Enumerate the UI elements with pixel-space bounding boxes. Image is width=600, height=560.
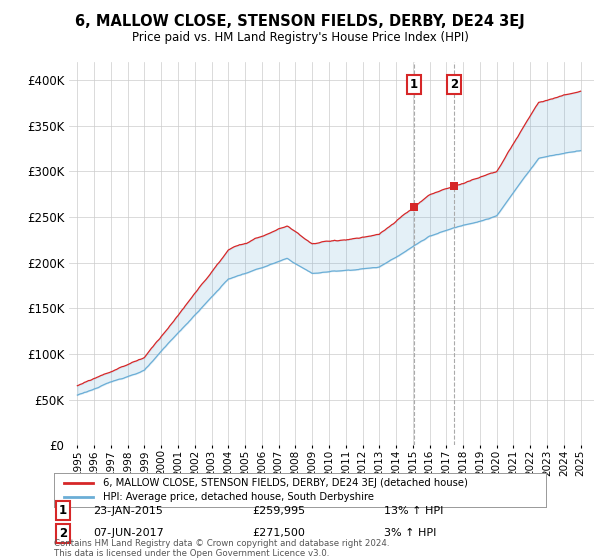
Text: 23-JAN-2015: 23-JAN-2015 (93, 506, 163, 516)
Text: 1: 1 (59, 504, 67, 517)
Text: 1: 1 (410, 78, 418, 91)
Text: HPI: Average price, detached house, South Derbyshire: HPI: Average price, detached house, Sout… (103, 492, 374, 502)
Text: Contains HM Land Registry data © Crown copyright and database right 2024.
This d: Contains HM Land Registry data © Crown c… (54, 539, 389, 558)
Text: 07-JUN-2017: 07-JUN-2017 (93, 528, 164, 538)
Text: 2: 2 (59, 526, 67, 540)
Text: 2: 2 (450, 78, 458, 91)
Text: 13% ↑ HPI: 13% ↑ HPI (384, 506, 443, 516)
Text: £259,995: £259,995 (252, 506, 305, 516)
Text: 6, MALLOW CLOSE, STENSON FIELDS, DERBY, DE24 3EJ (detached house): 6, MALLOW CLOSE, STENSON FIELDS, DERBY, … (103, 478, 468, 488)
Text: 6, MALLOW CLOSE, STENSON FIELDS, DERBY, DE24 3EJ: 6, MALLOW CLOSE, STENSON FIELDS, DERBY, … (75, 14, 525, 29)
Text: £271,500: £271,500 (252, 528, 305, 538)
Text: Price paid vs. HM Land Registry's House Price Index (HPI): Price paid vs. HM Land Registry's House … (131, 31, 469, 44)
Text: 3% ↑ HPI: 3% ↑ HPI (384, 528, 436, 538)
